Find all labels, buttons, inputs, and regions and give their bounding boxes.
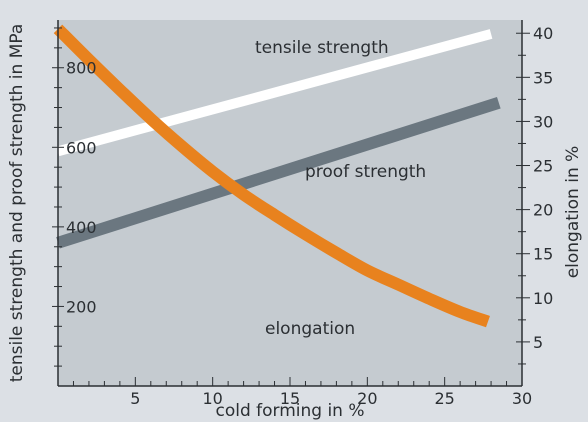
y-left-tick-label: 200 — [66, 297, 97, 316]
y-right-tick-label: 40 — [533, 24, 553, 43]
x-tick-label: 20 — [357, 389, 377, 408]
series-layer — [53, 24, 501, 328]
series-proof-strength-line — [56, 97, 501, 249]
tensile-strength-label: tensile strength — [255, 38, 389, 58]
y-right-tick-label: 10 — [533, 289, 553, 308]
x-tick-label: 10 — [202, 389, 222, 408]
y-left-tick-label: 400 — [66, 218, 97, 237]
y-left-tick-label: 600 — [66, 138, 97, 157]
x-tick-label: 15 — [280, 389, 300, 408]
y-right-tick-label: 20 — [533, 201, 553, 220]
x-tick-label: 25 — [434, 389, 454, 408]
series-tensile-strength-line — [56, 29, 493, 157]
y-right-tick-label: 15 — [533, 245, 553, 264]
y-axis-left-title: tensile strength and proof strength in M… — [7, 24, 27, 383]
y-right-tick-label: 25 — [533, 157, 553, 176]
plot-area — [58, 20, 522, 386]
x-tick-label: 5 — [130, 389, 140, 408]
series-elongation-line — [53, 24, 490, 328]
y-axis-right-title: elongation in % — [563, 146, 583, 279]
y-right-tick-label: 35 — [533, 68, 553, 87]
ticks: 5 10 15 20 25 30 200 400 600 800 5 10 15 20 25 30 35 40 — [52, 24, 553, 408]
elongation-label: elongation — [265, 319, 355, 339]
proof-strength-label: proof strength — [305, 162, 426, 182]
x-axis-title: cold forming in % — [215, 401, 364, 421]
y-right-tick-label: 5 — [533, 333, 543, 352]
x-tick-label: 30 — [512, 389, 532, 408]
y-right-tick-label: 30 — [533, 112, 553, 131]
y-left-tick-label: 800 — [66, 59, 97, 78]
